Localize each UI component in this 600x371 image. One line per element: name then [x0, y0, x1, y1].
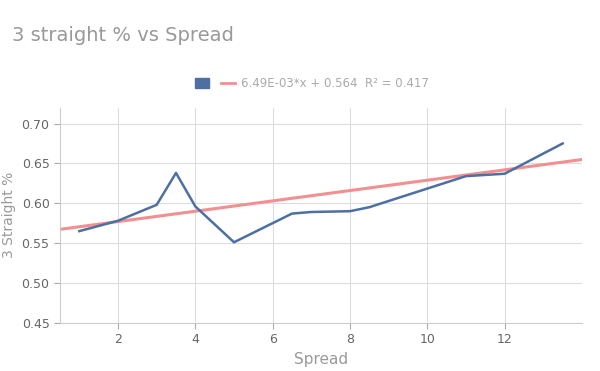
- Y-axis label: 3 Straight %: 3 Straight %: [2, 172, 16, 258]
- Legend: , 6.49E-03*x + 0.564  R² = 0.417: , 6.49E-03*x + 0.564 R² = 0.417: [190, 73, 434, 95]
- Text: 3 straight % vs Spread: 3 straight % vs Spread: [12, 26, 234, 45]
- X-axis label: Spread: Spread: [294, 352, 348, 367]
